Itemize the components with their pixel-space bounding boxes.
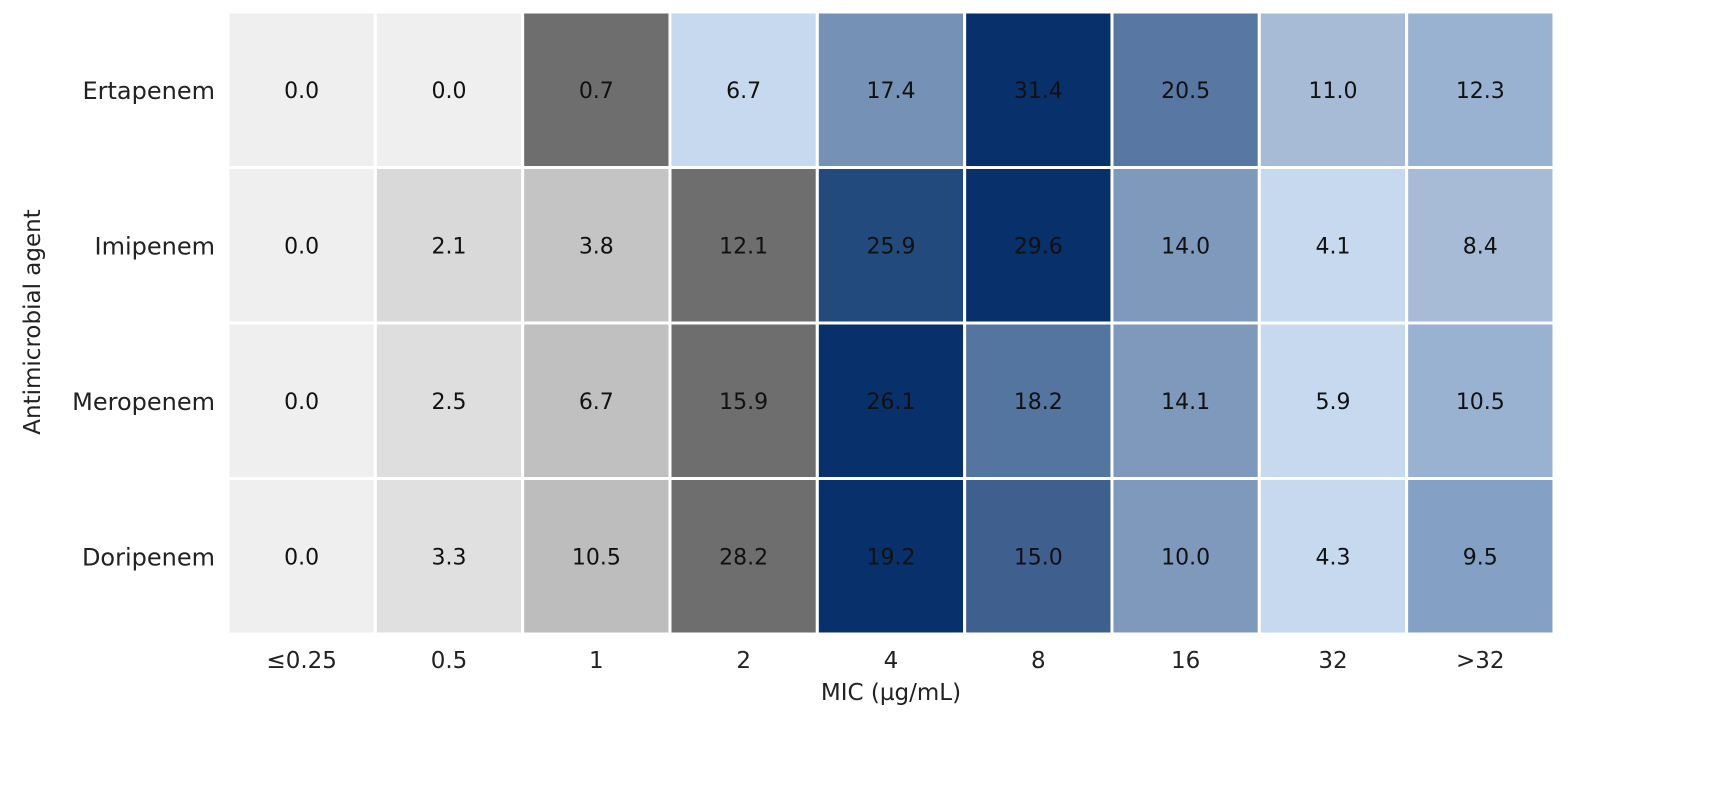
cell-value-label: 12.3	[1456, 79, 1505, 104]
heatmap-cell	[1405, 477, 1556, 636]
x-tick-label: 1	[589, 648, 604, 674]
y-tick-label: Ertapenem	[82, 77, 215, 105]
heatmap-cell	[1110, 166, 1261, 325]
heatmap-cells: 0.0 0.0 0.7 6.7 17.4 31.4 20.5 11.0 12.3 0.0 2.1 3.…	[226, 10, 1556, 636]
cell-value-label: 5.9	[1315, 390, 1350, 415]
cell-value-label: 14.1	[1161, 390, 1210, 415]
cell-value-label: 0.7	[579, 79, 614, 104]
y-axis-label: Antimicrobial agent	[20, 209, 46, 434]
heatmap-cell	[1110, 477, 1261, 636]
cell-value-label: 3.3	[431, 545, 466, 570]
cell-value-label: 0.0	[284, 234, 319, 259]
cell-value-label: 25.9	[866, 234, 915, 259]
cell-value-label: 2.1	[431, 234, 466, 259]
heatmap-cell	[963, 10, 1114, 169]
y-tick-labels: Ertapenem Imipenem Meropenem Doripenem	[72, 77, 215, 572]
heatmap-cell	[373, 321, 525, 480]
x-tick-label: 16	[1171, 648, 1200, 674]
cell-value-label: 0.0	[284, 545, 319, 570]
heatmap-cell	[815, 321, 967, 480]
x-tick-label: >32	[1456, 648, 1505, 674]
cell-value-label: 3.8	[579, 234, 614, 259]
heatmap-cell	[226, 321, 377, 480]
cell-value-label: 9.5	[1463, 545, 1498, 570]
x-axis-label: MIC (µg/mL)	[821, 680, 961, 706]
heatmap-cell	[521, 166, 672, 325]
cell-value-label: 14.0	[1161, 234, 1210, 259]
cell-value-label: 18.2	[1014, 390, 1063, 415]
x-tick-label: 2	[736, 648, 751, 674]
x-tick-label: 32	[1318, 648, 1347, 674]
heatmap-cell	[521, 10, 672, 169]
x-tick-label: 0.5	[431, 648, 468, 674]
cell-value-label: 10.0	[1161, 545, 1210, 570]
cell-value-label: 10.5	[1456, 390, 1505, 415]
heatmap-cell	[226, 10, 377, 169]
y-tick-label: Imipenem	[95, 232, 215, 260]
heatmap-cell	[226, 166, 377, 325]
cell-value-label: 28.2	[719, 545, 768, 570]
heatmap-cell	[226, 477, 377, 636]
cell-value-label: 20.5	[1161, 79, 1210, 104]
heatmap-cell	[1257, 477, 1409, 636]
cell-value-label: 11.0	[1308, 79, 1357, 104]
cell-value-label: 19.2	[866, 545, 915, 570]
cell-value-label: 12.1	[719, 234, 768, 259]
cell-value-label: 31.4	[1014, 79, 1063, 104]
cell-value-label: 10.5	[572, 545, 621, 570]
cell-value-label: 0.0	[431, 79, 466, 104]
cell-value-label: 29.6	[1014, 234, 1063, 259]
y-tick-label: Doripenem	[82, 543, 215, 571]
cell-value-label: 6.7	[726, 79, 761, 104]
cell-value-label: 26.1	[866, 390, 915, 415]
cell-value-label: 6.7	[579, 390, 614, 415]
x-tick-label: ≤0.25	[266, 648, 336, 674]
heatmap-cell	[668, 477, 819, 636]
heatmap-cell	[1257, 166, 1409, 325]
heatmap-cell	[1405, 166, 1556, 325]
cell-value-label: 17.4	[866, 79, 915, 104]
cell-value-label: 0.0	[284, 79, 319, 104]
x-tick-label: 8	[1031, 648, 1046, 674]
cell-value-label: 15.9	[719, 390, 768, 415]
heatmap-cell	[1405, 321, 1556, 480]
x-tick-label: 4	[884, 648, 899, 674]
x-tick-labels: ≤0.25 0.5 1 2 4 8 16 32 >32	[266, 648, 1504, 674]
cell-value-label: 15.0	[1014, 545, 1063, 570]
cell-value-label: 8.4	[1463, 234, 1498, 259]
cell-value-label: 4.1	[1315, 234, 1350, 259]
cell-value-label: 0.0	[284, 390, 319, 415]
heatmap-cell	[815, 166, 967, 325]
heatmap-cell	[668, 321, 819, 480]
heatmap-cell	[373, 10, 525, 169]
y-tick-label: Meropenem	[72, 388, 215, 416]
cell-value-label: 2.5	[431, 390, 466, 415]
heatmap-cell	[521, 321, 672, 480]
heatmap-cell	[1257, 10, 1409, 169]
cell-value-label: 4.3	[1315, 545, 1350, 570]
heatmap-cell	[373, 477, 525, 636]
